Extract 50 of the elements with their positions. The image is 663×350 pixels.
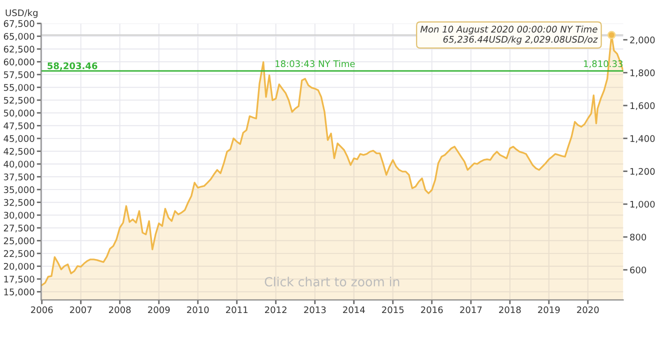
y-tick-label: 17,500 bbox=[4, 276, 34, 284]
y-tick-label: 32,500 bbox=[4, 199, 34, 207]
x-tick-label: 2016 bbox=[421, 306, 443, 314]
y2-tick-label: 1,400 bbox=[630, 135, 655, 143]
y-tick-label: 25,000 bbox=[4, 237, 34, 246]
annotation: 18:03:43 NY Time bbox=[276, 60, 355, 68]
y-tick-label: 20,000 bbox=[4, 262, 34, 271]
x-tick-label: 2017 bbox=[460, 306, 482, 314]
y-tick-label: 62,500 bbox=[4, 46, 34, 54]
y-tick-label: 65,000 bbox=[4, 32, 34, 41]
y-tick-label: 15,000 bbox=[4, 288, 34, 296]
annotation: Mon 10 August 2020 00:00:00 NY Time 65,236.44USD/kg 2,029.08USD/oz bbox=[420, 26, 598, 44]
x-tick-label: 2010 bbox=[187, 306, 209, 314]
x-tick-label: 2006 bbox=[31, 306, 53, 314]
x-tick-label: 2007 bbox=[70, 306, 92, 314]
x-tick-label: 2011 bbox=[226, 306, 248, 314]
x-tick-label: 2020 bbox=[577, 306, 599, 314]
y2-tick-label: 1,800 bbox=[630, 69, 655, 78]
y-tick-label: 27,500 bbox=[4, 224, 34, 232]
y2-tick-label: 1,600 bbox=[630, 102, 655, 110]
y2-tick-label: 800 bbox=[630, 234, 646, 241]
x-tick-label: 2014 bbox=[343, 306, 365, 314]
y-tick-label: 57,500 bbox=[4, 71, 34, 80]
y-tick-label: 52,500 bbox=[4, 96, 34, 105]
y-tick-label: 67,500 bbox=[4, 20, 34, 28]
y-tick-label: 37,500 bbox=[4, 174, 34, 182]
x-tick-label: 2013 bbox=[304, 306, 326, 314]
y-tick-label: 50,000 bbox=[4, 110, 34, 118]
y-tick-label: 60,000 bbox=[4, 58, 34, 66]
y-axis-title: USD/kg bbox=[6, 9, 38, 18]
x-tick-label: 2015 bbox=[382, 306, 404, 314]
y-tick-label: 30,000 bbox=[4, 212, 34, 220]
y-tick-label: 22,500 bbox=[4, 250, 34, 258]
y-tick-label: 55,000 bbox=[4, 84, 34, 92]
y2-tick-label: 1,000 bbox=[630, 200, 655, 209]
x-tick-label: 2008 bbox=[108, 306, 131, 314]
y2-tick-label: 1,200 bbox=[630, 168, 655, 176]
y2-tick-label: 2,000 bbox=[630, 36, 655, 44]
x-tick-label: 2018 bbox=[499, 306, 521, 314]
y-tick-label: 47,500 bbox=[4, 122, 34, 130]
annotation: Click chart to zoom in bbox=[264, 276, 400, 286]
y-tick-label: 45,000 bbox=[4, 135, 34, 143]
x-tick-label: 2019 bbox=[538, 306, 560, 314]
x-tick-label: 2009 bbox=[148, 306, 170, 314]
y-tick-label: 40,000 bbox=[4, 160, 34, 168]
x-tick-label: 2012 bbox=[265, 306, 286, 314]
y-tick-label: 35,000 bbox=[4, 186, 34, 194]
y-tick-label: 42,500 bbox=[4, 148, 34, 156]
y2-tick-label: 600 bbox=[630, 266, 646, 274]
ref-line-label: 58,203.46 bbox=[48, 62, 98, 70]
